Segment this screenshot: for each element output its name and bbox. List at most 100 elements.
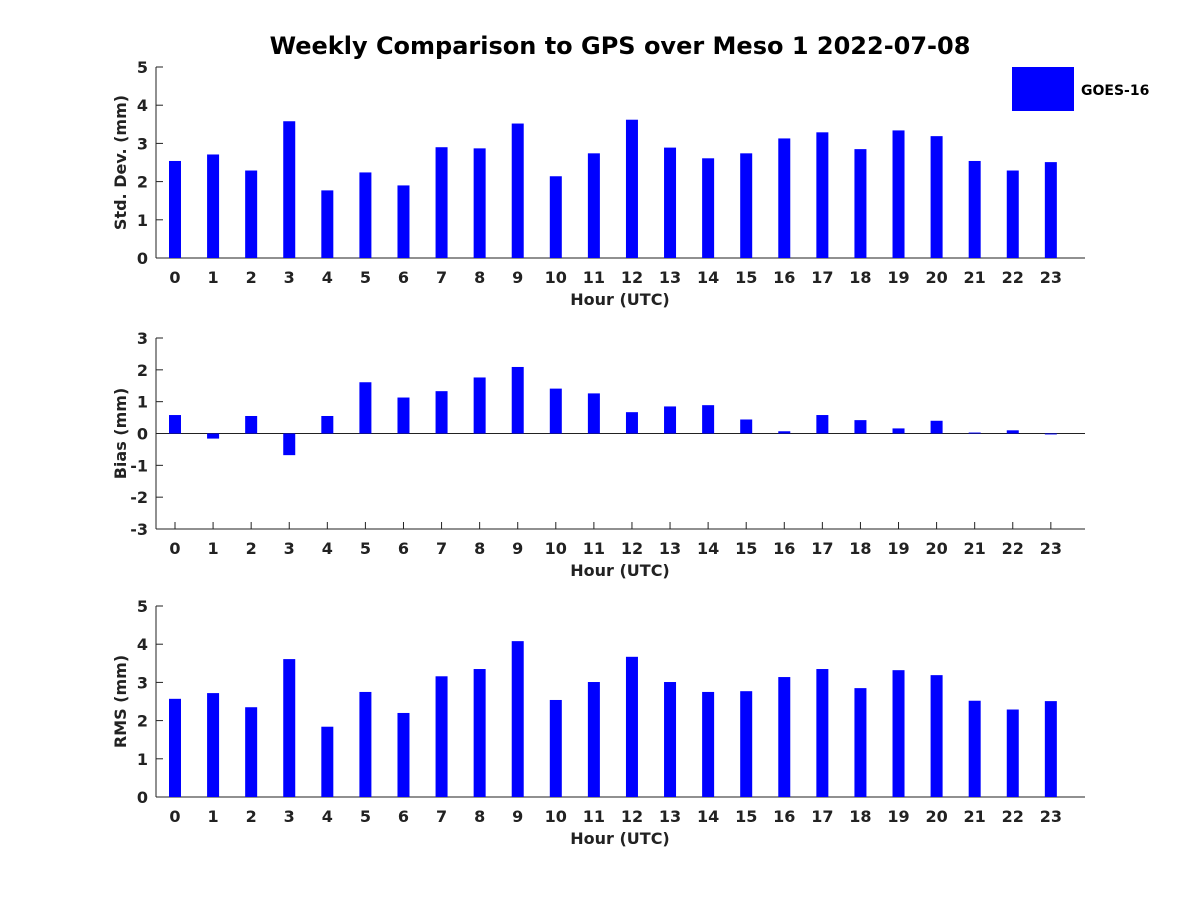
rms-x-tick-label: 15 <box>735 807 757 826</box>
legend-label: GOES-16 <box>1081 83 1149 99</box>
rms-bar-12 <box>625 656 638 797</box>
rms-bar-7 <box>435 676 448 797</box>
rms-bar-23 <box>1044 701 1057 797</box>
rms-x-tick-label: 18 <box>849 807 871 826</box>
bias-bar-18 <box>854 420 867 434</box>
std-dev-y-tick-label: 2 <box>137 173 148 192</box>
bias-y-label: Bias (mm) <box>111 388 130 480</box>
rms-x-tick-label: 19 <box>887 807 909 826</box>
std-dev-x-tick-label: 9 <box>512 268 523 287</box>
std-dev-bar-23 <box>1044 162 1057 258</box>
std-dev-bar-22 <box>1006 170 1019 258</box>
rms-x-tick-label: 12 <box>621 807 643 826</box>
std-dev-bar-7 <box>435 147 448 258</box>
std-dev-x-tick-label: 10 <box>545 268 567 287</box>
rms-x-tick-label: 8 <box>474 807 485 826</box>
rms-x-tick-label: 5 <box>360 807 371 826</box>
bias-bar-15 <box>740 419 753 434</box>
rms-bar-10 <box>549 699 562 797</box>
rms-x-tick-label: 4 <box>322 807 333 826</box>
bias-y-tick-label: 3 <box>137 329 148 348</box>
std-dev-y-tick-label: 4 <box>137 96 148 115</box>
rms-bar-9 <box>511 641 524 797</box>
rms-bar-21 <box>968 700 981 797</box>
bias-y-tick-label: 2 <box>137 361 148 380</box>
rms-y-tick-label: 2 <box>137 712 148 731</box>
std-dev-bar-13 <box>664 147 677 258</box>
bias-x-tick-label: 14 <box>697 539 719 558</box>
rms-bar-19 <box>892 670 905 797</box>
bias-x-tick-label: 0 <box>169 539 180 558</box>
std-dev-bar-19 <box>892 130 905 258</box>
bias-x-tick-label: 21 <box>964 539 986 558</box>
bias-x-tick-label: 22 <box>1002 539 1024 558</box>
rms-y-tick-label: 1 <box>137 750 148 769</box>
std-dev-bar-11 <box>587 153 600 258</box>
rms-y-tick-label: 4 <box>137 635 148 654</box>
bias-bar-0 <box>169 415 181 434</box>
std-dev-x-tick-label: 12 <box>621 268 643 287</box>
rms-bar-13 <box>664 682 677 797</box>
std-dev-y-tick-label: 5 <box>137 58 148 77</box>
bias-y-tick-label: 1 <box>137 393 148 412</box>
std-dev-x-tick-label: 6 <box>398 268 409 287</box>
std-dev-x-tick-label: 23 <box>1040 268 1062 287</box>
std-dev-x-tick-label: 1 <box>208 268 219 287</box>
bias-x-tick-label: 13 <box>659 539 681 558</box>
bias-bar-11 <box>587 393 600 434</box>
rms-x-tick-label: 17 <box>811 807 833 826</box>
std-dev-x-tick-label: 18 <box>849 268 871 287</box>
std-dev-bar-15 <box>740 153 753 258</box>
std-dev-bar-18 <box>854 149 867 258</box>
std-dev-x-tick-label: 14 <box>697 268 719 287</box>
bias-bar-4 <box>321 415 334 434</box>
std-dev-x-tick-label: 15 <box>735 268 757 287</box>
rms-bar-8 <box>473 669 486 797</box>
bias-bar-1 <box>207 433 220 439</box>
std-dev-bar-2 <box>245 170 258 258</box>
bias-x-tick-label: 12 <box>621 539 643 558</box>
std-dev-x-tick-label: 5 <box>360 268 371 287</box>
bias-bar-3 <box>283 433 296 456</box>
bias-x-tick-label: 10 <box>545 539 567 558</box>
rms-bar-3 <box>283 659 296 797</box>
bias-bar-22 <box>1006 430 1019 434</box>
rms-x-tick-label: 22 <box>1002 807 1024 826</box>
std-dev-x-tick-label: 11 <box>583 268 605 287</box>
std-dev-x-tick-label: 4 <box>322 268 333 287</box>
rms-x-tick-label: 14 <box>697 807 719 826</box>
rms-x-tick-label: 20 <box>925 807 947 826</box>
rms-x-tick-label: 2 <box>246 807 257 826</box>
rms-x-tick-label: 0 <box>169 807 180 826</box>
legend: GOES-16 <box>1012 67 1149 111</box>
std-dev-bar-20 <box>930 136 943 258</box>
bias-x-label: Hour (UTC) <box>570 561 670 580</box>
std-dev-x-tick-label: 3 <box>284 268 295 287</box>
bias-y-tick-label: -1 <box>130 456 148 475</box>
std-dev-x-tick-label: 22 <box>1002 268 1024 287</box>
rms-bar-11 <box>587 682 600 797</box>
rms-bar-2 <box>245 707 258 797</box>
std-dev-y-tick-label: 3 <box>137 134 148 153</box>
bias-bar-13 <box>664 406 677 434</box>
std-dev-x-tick-label: 13 <box>659 268 681 287</box>
legend-swatch <box>1012 67 1074 111</box>
std-dev-bar-6 <box>397 185 410 258</box>
std-dev-bar-16 <box>778 138 791 258</box>
bias-bar-7 <box>435 391 448 434</box>
rms-x-tick-label: 7 <box>436 807 447 826</box>
std-dev-y-label: Std. Dev. (mm) <box>111 95 130 230</box>
rms-bar-14 <box>702 691 715 797</box>
bias-x-tick-label: 4 <box>322 539 333 558</box>
rms-x-tick-label: 9 <box>512 807 523 826</box>
rms-bar-5 <box>359 691 372 797</box>
std-dev-bar-5 <box>359 172 372 258</box>
std-dev-bar-17 <box>816 132 829 258</box>
std-dev-x-tick-label: 0 <box>169 268 180 287</box>
bias-x-tick-label: 16 <box>773 539 795 558</box>
bias-y-tick-label: 0 <box>137 425 148 444</box>
